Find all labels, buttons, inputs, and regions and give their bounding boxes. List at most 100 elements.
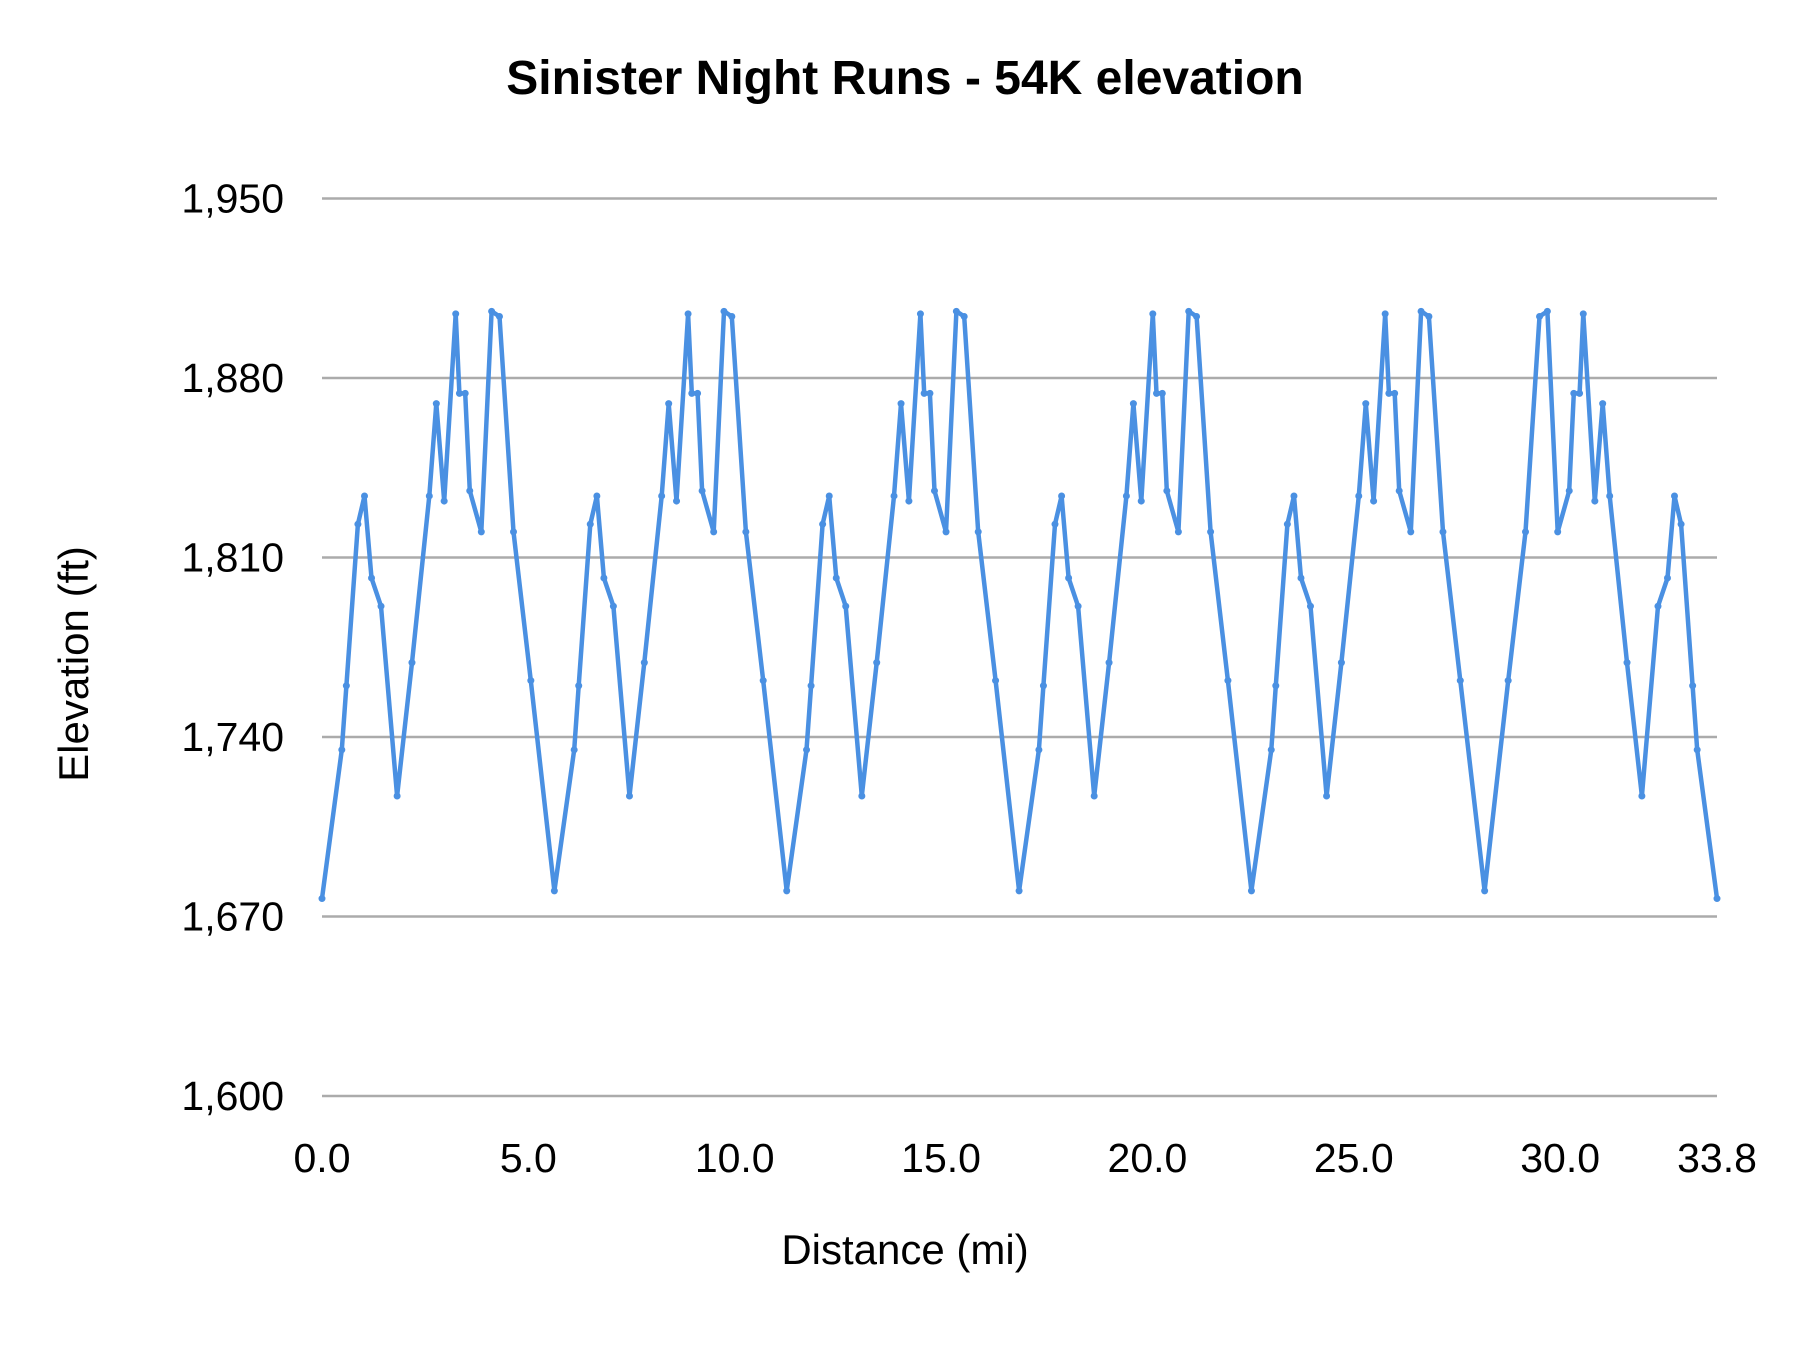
data-point [510,528,518,536]
data-point [1481,887,1489,895]
data-point [1174,528,1182,536]
data-point [1247,887,1255,895]
data-point [1015,887,1023,895]
data-point [408,659,416,667]
y-tick-label: 1,600 [181,1073,284,1119]
data-point [425,492,433,500]
y-tick-label: 1,880 [181,355,284,401]
y-tick-label: 1,740 [181,714,284,760]
data-point [759,677,767,685]
data-point [1677,520,1685,528]
data-point [1623,659,1631,667]
data-point [1638,792,1646,800]
data-point [600,574,608,582]
data-point [842,602,850,610]
data-point [688,389,696,397]
data-point [1058,492,1066,500]
data-point [625,792,633,800]
data-point [354,520,362,528]
data-point [1565,487,1573,495]
data-point [1395,487,1403,495]
data-point [1654,602,1662,610]
data-point [1670,492,1678,500]
data-point [1137,497,1145,505]
data-point [477,528,485,536]
data-point [1283,520,1291,528]
data-point [1051,520,1059,528]
y-tick-label: 1,950 [181,176,284,222]
y-axis-ticks: 1,600 1,670 1,740 1,810 1,880 1,950 [181,176,284,1120]
x-tick-label: 20.0 [1108,1135,1188,1181]
data-point [1193,312,1201,320]
data-point [905,497,913,505]
data-point [742,528,750,536]
data-point [1323,792,1331,800]
data-point [1065,574,1073,582]
data-point [684,310,692,318]
data-point [432,400,440,408]
data-point [960,312,968,320]
data-point [1570,389,1578,397]
data-point [1306,602,1314,610]
data-point [819,520,827,528]
data-point [1090,792,1098,800]
data-point [1355,492,1363,500]
x-axis-title: Distance (mi) [781,1226,1028,1273]
data-point [926,389,934,397]
data-point [1693,746,1701,754]
data-point [466,487,474,495]
series-line [319,309,1720,899]
data-point [1267,746,1275,754]
data-point [452,310,460,318]
x-tick-label: 30.0 [1520,1135,1600,1181]
x-tick-label: 25.0 [1314,1135,1394,1181]
data-point [1337,659,1345,667]
data-point [1149,310,1157,318]
data-point [1297,574,1305,582]
data-point [1591,497,1599,505]
x-tick-label: 0.0 [294,1135,351,1181]
data-point [1521,528,1529,536]
data-point [1122,492,1130,500]
data-point [1158,389,1166,397]
y-tick-label: 1,810 [181,535,284,581]
x-tick-label: 5.0 [500,1135,557,1181]
data-point [1362,400,1370,408]
data-point [658,492,666,500]
data-point [1417,307,1425,315]
data-point [1381,310,1389,318]
data-point [368,574,376,582]
data-point [1663,574,1671,582]
data-point [930,487,938,495]
x-tick-label: 15.0 [901,1135,981,1181]
data-point [342,682,350,690]
gridlines [322,197,1717,1098]
data-point [609,602,617,610]
data-point [575,682,583,690]
data-point [338,746,346,754]
data-point [1606,492,1614,500]
data-point [1579,310,1587,318]
chart-title: Sinister Night Runs - 54K elevation [506,52,1303,105]
data-point [1370,497,1378,505]
data-point [825,492,833,500]
data-point [1689,682,1697,690]
data-point [694,389,702,397]
data-point [897,400,905,408]
data-point [377,602,385,610]
data-point [593,492,601,500]
data-point [1290,492,1298,500]
data-point [858,792,866,800]
data-point [673,497,681,505]
data-point [1456,677,1464,685]
data-point [1163,487,1171,495]
data-point [1536,312,1544,320]
data-point [527,677,535,685]
data-point [440,497,448,505]
data-point [807,682,815,690]
data-point [1407,528,1415,536]
data-point [952,307,960,315]
data-point [920,389,928,397]
data-point [1272,682,1280,690]
